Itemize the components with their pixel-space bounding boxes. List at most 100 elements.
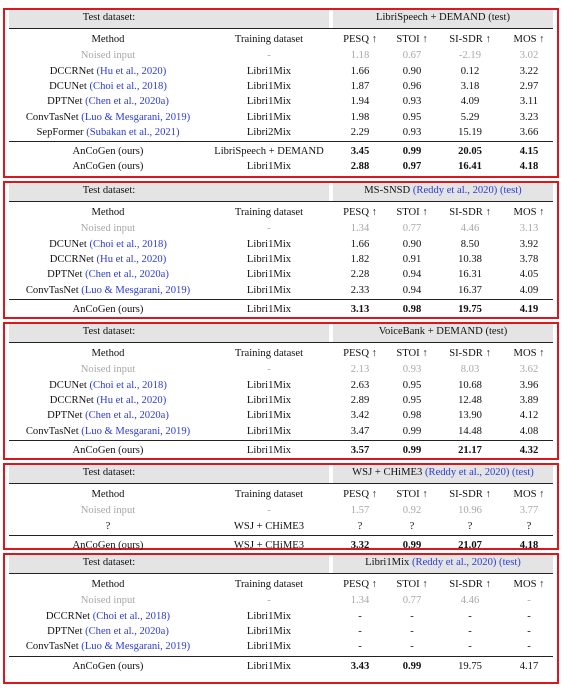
header-training-dataset: Training dataset: [234, 489, 304, 500]
method-citation[interactable]: (Choi et al., 2018): [92, 610, 171, 622]
mos-cell: 3.62: [519, 364, 539, 376]
method-name: DCCRNet: [49, 253, 94, 265]
header-mos: MOS ↑: [513, 348, 545, 359]
method-citation[interactable]: (Luo & Mesgarani, 2019): [81, 111, 191, 123]
table-row: AnCoGen (ours) Libri1Mix 3.57 0.99 21.17 4.32: [5, 443, 557, 458]
training-dataset-cell: Libri1Mix: [246, 394, 292, 406]
method-citation[interactable]: (Hu et al., 2020): [96, 65, 167, 77]
pesq-cell: 1.82: [350, 253, 370, 265]
stoi-cell: 0.93: [402, 126, 422, 138]
table-row: DPTNet (Chen et al., 2020a) Libri1Mix 1.94…: [5, 94, 557, 109]
method-cell: DPTNet (Chen et al., 2020a): [9, 624, 207, 639]
stoi-cell: 0.99: [402, 660, 422, 672]
header-training-dataset: Training dataset: [234, 207, 304, 218]
training-dataset-cell: Libri1Mix: [246, 80, 292, 92]
sisdr-cell: -: [468, 625, 472, 637]
method-citation[interactable]: (Choi et al., 2018): [89, 379, 167, 391]
header-pesq: PESQ ↑: [343, 207, 377, 218]
header-method: Method: [91, 489, 125, 500]
titlebar-shade-left: [9, 324, 329, 343]
table-row: ConvTasNet (Luo & Mesgarani, 2019) Libri1…: [5, 424, 557, 439]
table-row: DCCRNet (Choi et al., 2018) Libri1Mix - - - -: [5, 609, 557, 624]
table-title: VoiceBank + DEMAND (test): [333, 326, 553, 337]
sisdr-cell: 4.46: [460, 223, 480, 235]
method-name: ConvTasNet: [25, 425, 79, 437]
method-citation[interactable]: (Choi et al., 2018): [89, 80, 167, 92]
method-cell: AnCoGen (ours): [9, 443, 207, 458]
stoi-cell: 0.77: [402, 595, 422, 607]
method-citation[interactable]: (Hu et al., 2020): [96, 253, 167, 265]
mos-cell: 3.11: [519, 96, 539, 108]
sisdr-cell: 21.17: [458, 444, 482, 456]
training-dataset-cell: Libri1Mix: [246, 660, 292, 672]
stoi-cell: 0.93: [402, 364, 422, 376]
pesq-cell: 1.66: [350, 65, 370, 77]
method-citation[interactable]: (Hu et al., 2020): [96, 394, 167, 406]
table-row: DCUNet (Choi et al., 2018) Libri1Mix 2.63 0…: [5, 378, 557, 393]
method-name: DCUNet: [49, 379, 87, 391]
method-citation[interactable]: (Choi et al., 2018): [89, 238, 167, 250]
pesq-cell: 3.45: [350, 146, 370, 158]
training-dataset-cell: Libri1Mix: [246, 303, 292, 315]
method-name: DCCRNet: [45, 610, 91, 622]
header-stoi: STOI ↑: [396, 34, 428, 45]
sisdr-cell: 16.31: [458, 269, 482, 281]
method-cell: Noised input: [9, 593, 207, 608]
table-row: DCCRNet (Hu et al., 2020) Libri1Mix 1.66 0.…: [5, 64, 557, 79]
training-dataset-cell: Libri1Mix: [246, 610, 292, 622]
header-mos: MOS ↑: [513, 34, 545, 45]
table-title-citation[interactable]: (Reddy et al., 2020) (test): [424, 467, 534, 478]
row-separator: [9, 655, 553, 657]
method-citation[interactable]: (Chen et al., 2020a): [85, 96, 169, 108]
method-cell: Noised input: [9, 503, 207, 518]
titlebar-shade-left: [9, 10, 329, 29]
pesq-cell: 3.47: [350, 425, 370, 437]
mos-cell: 3.13: [519, 223, 539, 235]
stoi-cell: 0.99: [402, 146, 422, 158]
sisdr-cell: ?: [467, 520, 473, 532]
method-name: DCCRNet: [49, 394, 94, 406]
sisdr-cell: 19.75: [458, 660, 482, 672]
test-dataset-label: Test dataset:: [82, 326, 136, 337]
training-dataset-cell: WSJ + CHiME3: [233, 539, 305, 551]
method-citation[interactable]: (Luo & Mesgarani, 2019): [81, 425, 191, 437]
stoi-cell: 0.91: [402, 253, 422, 265]
stoi-cell: ?: [409, 520, 415, 532]
table-title-citation[interactable]: (Reddy et al., 2020) (test): [411, 557, 521, 568]
stoi-cell: 0.93: [402, 96, 422, 108]
sisdr-cell: 10.68: [458, 379, 482, 391]
pesq-cell: 3.42: [350, 410, 370, 422]
table-title-citation[interactable]: (Reddy et al., 2020) (test): [412, 185, 522, 196]
method-citation[interactable]: (Luo & Mesgarani, 2019): [81, 641, 191, 653]
method-name: ConvTasNet: [25, 111, 79, 123]
stoi-cell: 0.97: [402, 161, 422, 173]
table-row: Noised input - 1.34 0.77 4.46 3.13: [5, 221, 557, 236]
method-citation[interactable]: (Chen et al., 2020a): [85, 410, 169, 422]
method-citation[interactable]: (Subakan et al., 2021): [86, 126, 180, 138]
stoi-cell: 0.95: [402, 379, 422, 391]
mos-cell: -: [527, 595, 531, 607]
method-name: AnCoGen (ours): [72, 303, 144, 315]
stoi-cell: 0.98: [402, 303, 422, 315]
stoi-cell: 0.94: [402, 269, 422, 281]
method-citation[interactable]: (Luo & Mesgarani, 2019): [81, 284, 191, 296]
method-citation[interactable]: (Chen et al., 2020a): [85, 625, 169, 637]
mos-cell: 2.97: [519, 80, 539, 92]
header-method: Method: [91, 34, 125, 45]
header-method: Method: [91, 348, 125, 359]
stoi-cell: 0.99: [402, 425, 422, 437]
header-mos: MOS ↑: [513, 207, 545, 218]
table-row: Noised input - 1.18 0.67 -2.19 3.02: [5, 48, 557, 63]
method-name: DPTNet: [47, 269, 83, 281]
training-dataset-cell: Libri1Mix: [246, 238, 292, 250]
training-dataset-cell: -: [267, 50, 271, 62]
mos-cell: 4.17: [519, 660, 539, 672]
table-row: AnCoGen (ours) Libri1Mix 3.43 0.99 19.75 4.17: [5, 659, 557, 674]
method-citation[interactable]: (Chen et al., 2020a): [85, 269, 169, 281]
stoi-cell: 0.95: [402, 111, 422, 123]
sisdr-cell: -2.19: [458, 50, 482, 62]
pesq-cell: 2.88: [350, 161, 370, 173]
training-dataset-cell: Libri1Mix: [246, 444, 292, 456]
mos-cell: 3.66: [519, 126, 539, 138]
method-cell: DCUNet (Choi et al., 2018): [9, 237, 207, 252]
